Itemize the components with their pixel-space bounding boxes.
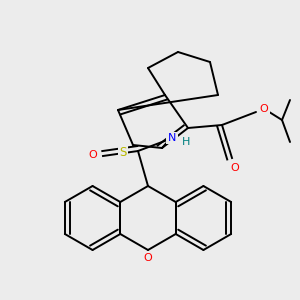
Text: O: O xyxy=(260,104,268,114)
Text: O: O xyxy=(88,150,98,160)
Text: S: S xyxy=(119,146,127,160)
Text: N: N xyxy=(168,133,176,143)
Text: O: O xyxy=(144,253,152,263)
Text: O: O xyxy=(231,163,239,173)
Text: H: H xyxy=(182,137,190,147)
